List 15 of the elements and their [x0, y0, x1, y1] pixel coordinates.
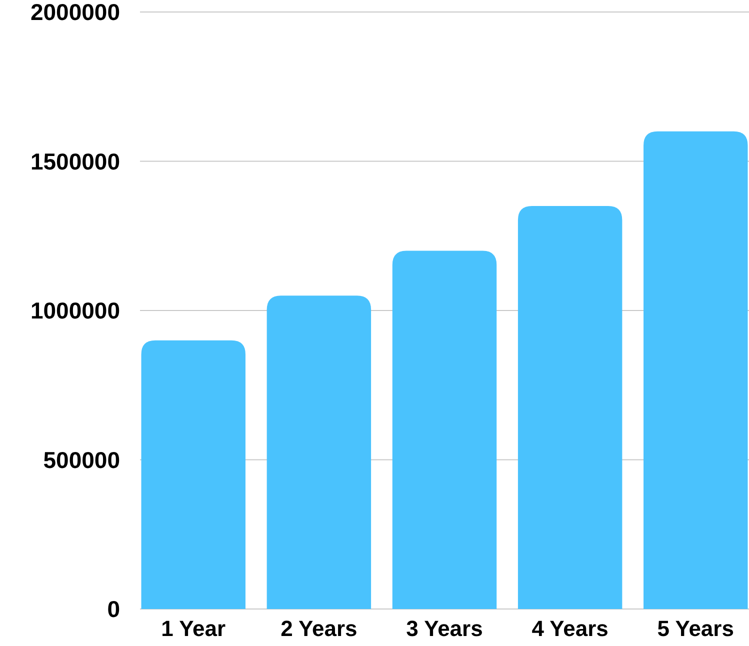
- bar: [518, 206, 622, 609]
- x-tick-label: 3 Years: [406, 616, 483, 641]
- x-tick-label: 4 Years: [532, 616, 608, 641]
- y-tick-label: 1000000: [30, 298, 120, 324]
- bar: [644, 131, 748, 609]
- x-tick-label: 5 Years: [657, 616, 734, 641]
- x-tick-label: 1 Year: [161, 616, 226, 641]
- bar: [392, 250, 497, 609]
- x-tick-label: 2 Years: [280, 616, 358, 641]
- y-tick-label: 500000: [43, 446, 120, 473]
- y-tick-label: 2000000: [30, 0, 120, 26]
- y-tick-label: 0: [107, 596, 120, 622]
- y-tick-label: 1500000: [30, 148, 120, 174]
- bar: [141, 340, 246, 609]
- bar: [266, 296, 372, 609]
